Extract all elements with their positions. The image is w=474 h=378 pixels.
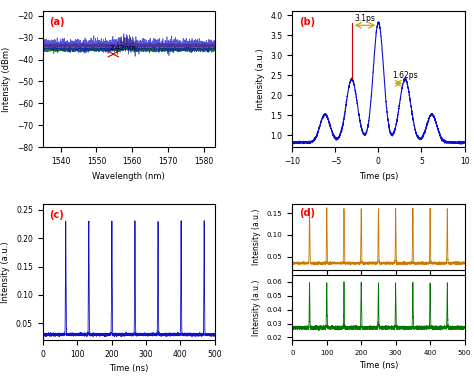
Y-axis label: Intensity (a.u.): Intensity (a.u.) <box>1 242 10 303</box>
Text: (b): (b) <box>299 17 315 27</box>
X-axis label: Time (ns): Time (ns) <box>359 361 398 370</box>
Y-axis label: Intensity (a.u.): Intensity (a.u.) <box>256 48 265 110</box>
Text: 3.1ps: 3.1ps <box>355 14 375 23</box>
Text: 2.42nm: 2.42nm <box>110 45 137 51</box>
X-axis label: Time (ns): Time (ns) <box>109 364 148 373</box>
Text: 1.62ps: 1.62ps <box>392 71 418 81</box>
X-axis label: Wavelength (nm): Wavelength (nm) <box>92 172 165 181</box>
Text: (c): (c) <box>50 210 64 220</box>
Text: (a): (a) <box>50 17 65 27</box>
X-axis label: Time (ps): Time (ps) <box>359 172 398 181</box>
Y-axis label: Intensity (a.u.): Intensity (a.u.) <box>252 279 261 336</box>
Y-axis label: Intensity (dBm): Intensity (dBm) <box>2 46 11 112</box>
Text: (d): (d) <box>299 208 315 218</box>
Y-axis label: Intensity (a.u.): Intensity (a.u.) <box>252 209 261 265</box>
